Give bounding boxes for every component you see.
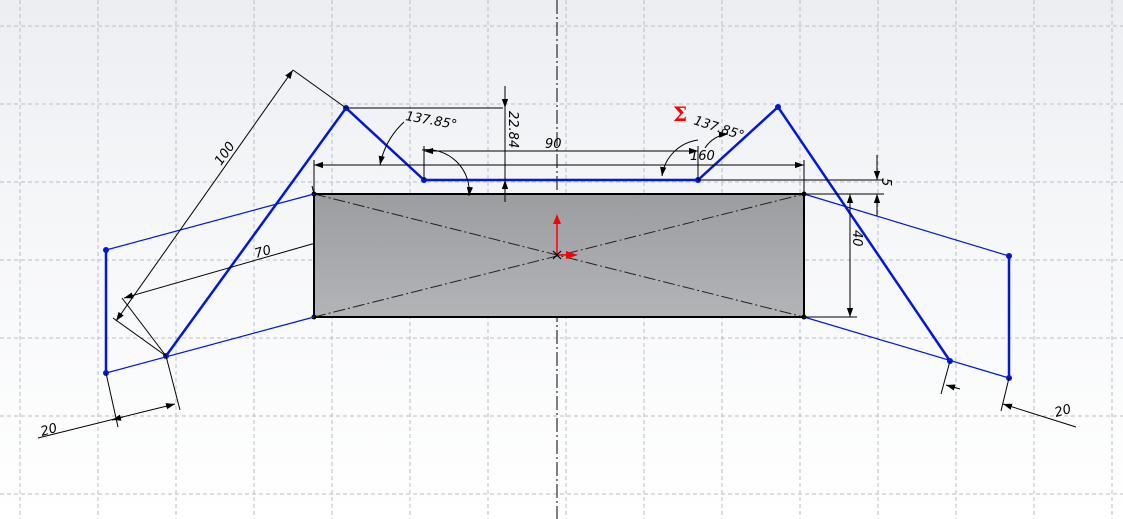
right-lower-thin-line: [803, 316, 1010, 379]
left-lower-thin-line: [105, 316, 315, 374]
dim-5-label[interactable]: 5: [878, 178, 893, 186]
diagonal-construction-1: [313, 193, 805, 318]
dim-22-84-label[interactable]: 22.84: [505, 111, 520, 148]
dim-20-right-label[interactable]: 20: [1053, 402, 1073, 421]
dim-70-label[interactable]: 70: [253, 243, 273, 262]
origin-icon: [552, 214, 578, 260]
dim-40-label[interactable]: 40: [849, 230, 864, 247]
diagonal-construction-2: [313, 193, 805, 318]
dim-20-left-label[interactable]: 20: [39, 421, 59, 440]
dim-160-label[interactable]: 160: [690, 149, 715, 164]
dim-90-label[interactable]: 90: [545, 137, 562, 152]
right-upper-thin-line: [803, 193, 1010, 257]
sigma-symbol: Σ: [673, 102, 687, 126]
dimension-lines[interactable]: [37, 69, 1077, 439]
